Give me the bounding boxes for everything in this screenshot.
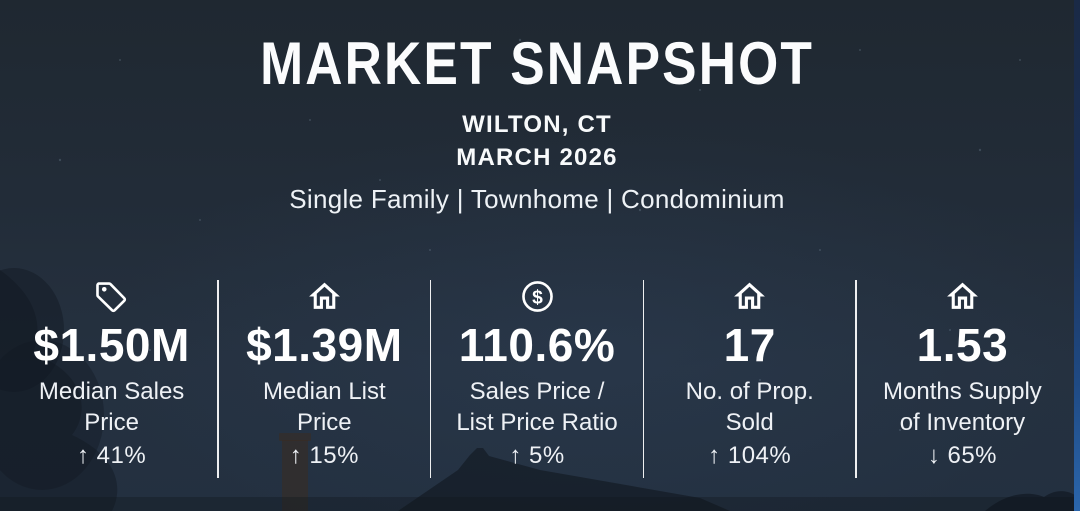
column-divider [217,280,219,478]
stat-value: 17 [723,319,776,371]
stat-properties-sold: 17 No. of Prop. Sold ↑ 104% [644,276,855,470]
stat-value: 1.53 [916,319,1009,371]
property-types-line: Single Family | Townhome | Condominium [289,184,785,214]
stat-months-supply: 1.53 Months Supply of Inventory ↓ 65% [857,276,1068,470]
stat-sales-list-price-ratio: $ 110.6% Sales Price / List Price Ratio … [431,276,642,470]
page-title: MARKET SNAPSHOT [259,30,815,97]
stats-row: $1.50M Median Sales Price ↑ 41% $1.39M M… [6,276,1068,478]
stat-delta: ↑ 41% [77,441,147,469]
tag-icon [93,278,130,315]
stat-value: $1.50M [33,319,190,371]
stat-label: Sales Price / List Price Ratio [456,377,617,437]
stat-label-line: Price [84,408,139,436]
stat-delta: ↓ 65% [927,441,998,469]
stat-delta: ↑ 15% [289,441,359,469]
photo-edge-strip [1074,0,1080,511]
svg-text:$: $ [532,287,543,308]
stat-label: Months Supply of Inventory [883,377,1042,437]
period-subtitle: MARCH 2026 [456,144,618,171]
stat-label: Median Sales Price [39,377,184,437]
stat-label-line: No. of Prop. [685,378,814,406]
column-divider [642,280,645,478]
stat-label-line: Sold [725,408,774,436]
stat-label-line: Median List [262,378,386,406]
home-icon [731,278,768,315]
home-icon [306,278,343,315]
stat-label-line: Sales Price / [469,378,605,406]
stat-label-line: of Inventory [899,408,1026,436]
stat-label: No. of Prop. Sold [686,377,814,437]
stat-median-sales-price: $1.50M Median Sales Price ↑ 41% [6,276,217,470]
home-icon [944,278,981,315]
column-divider [429,280,432,478]
stat-delta: ↑ 104% [708,441,792,469]
stat-label-line: Median Sales [38,378,185,406]
stat-label-line: List Price Ratio [456,408,618,436]
stat-median-list-price: $1.39M Median List Price ↑ 15% [219,276,430,470]
header: MARKET SNAPSHOT WILTON, CT MARCH 2026 Si… [0,0,1074,215]
stat-label-line: Months Supply [883,378,1042,406]
stat-delta: ↑ 5% [509,441,565,469]
dollar-circle-icon: $ [519,278,556,315]
column-divider [855,280,857,478]
stat-label-line: Price [296,408,352,436]
location-subtitle: WILTON, CT [462,111,612,138]
stat-value: $1.39M [246,319,403,371]
stat-label: Median List Price [263,377,386,437]
stat-value: 110.6% [458,319,616,371]
